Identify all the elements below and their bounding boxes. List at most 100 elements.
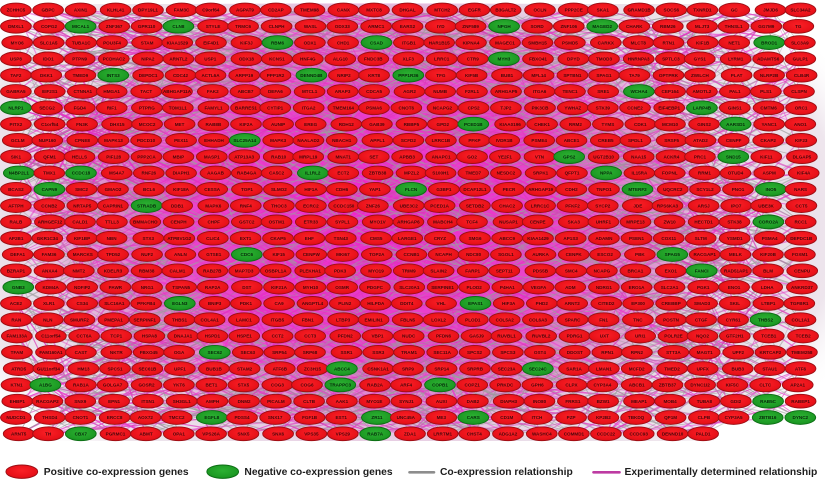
svg-text:SMC2: SMC2 (75, 187, 88, 192)
svg-text:Negative co-expression genes: Negative co-expression genes (244, 467, 392, 478)
svg-text:COL5A2: COL5A2 (496, 317, 515, 322)
svg-text:TMED7: TMED7 (466, 171, 482, 176)
svg-text:SMAD3: SMAD3 (694, 301, 711, 306)
svg-text:DEFA1: DEFA1 (10, 252, 25, 257)
svg-text:LRRC1B: LRRC1B (432, 138, 451, 143)
svg-text:GRAMD1B: GRAMD1B (627, 8, 651, 13)
svg-text:KIF11: KIF11 (760, 154, 773, 159)
svg-text:ARF4: ARF4 (400, 383, 412, 388)
svg-text:CHARK: CHARK (626, 24, 643, 29)
svg-text:SEC62: SEC62 (208, 350, 223, 355)
svg-text:CD2AP: CD2AP (268, 8, 284, 13)
svg-text:TOM1L1: TOM1L1 (169, 106, 187, 111)
svg-text:PECR: PECR (503, 187, 516, 192)
svg-text:IL15RA: IL15RA (631, 171, 648, 176)
svg-text:DNM2: DNM2 (238, 399, 251, 404)
svg-text:P4HA1: P4HA1 (500, 285, 515, 290)
svg-text:RACGAP1: RACGAP1 (693, 252, 716, 257)
svg-text:ZNF367: ZNF367 (106, 24, 123, 29)
svg-text:ERO1A: ERO1A (629, 285, 646, 290)
svg-text:LAMC1: LAMC1 (236, 317, 252, 322)
svg-text:MAPK13: MAPK13 (104, 138, 123, 143)
svg-text:SLC2A1: SLC2A1 (661, 285, 679, 290)
svg-text:MYH10: MYH10 (303, 285, 319, 290)
svg-text:NRIP2: NRIP2 (337, 73, 351, 78)
svg-text:QFM1: QFM1 (43, 154, 56, 159)
svg-text:RDH12: RDH12 (339, 122, 355, 127)
svg-text:IPO7: IPO7 (731, 203, 742, 208)
svg-text:EPN1: EPN1 (108, 399, 120, 404)
svg-text:CYTIP1: CYTIP1 (267, 106, 284, 111)
svg-text:LTBP3: LTBP3 (336, 317, 351, 322)
svg-text:HSPE1: HSPE1 (237, 334, 253, 339)
svg-text:RAB8B: RAB8B (205, 122, 222, 127)
svg-text:PPP1R36: PPP1R36 (398, 73, 419, 78)
svg-text:DPY19L1: DPY19L1 (138, 8, 158, 13)
svg-text:MABCH4: MABCH4 (433, 220, 453, 225)
svg-text:DDB1: DDB1 (171, 203, 184, 208)
svg-text:CHST4: CHST4 (467, 432, 483, 437)
svg-text:FN1: FN1 (599, 317, 608, 322)
svg-text:POSTN: POSTN (663, 317, 680, 322)
svg-text:CLN8: CLN8 (172, 24, 184, 29)
svg-text:TMCC2: TMCC2 (169, 415, 185, 420)
svg-text:RRM2: RRM2 (569, 122, 582, 127)
svg-text:RNF26: RNF26 (142, 171, 157, 176)
svg-text:PCDHAC2: PCDHAC2 (103, 57, 126, 62)
svg-text:PSEN1: PSEN1 (629, 236, 645, 241)
svg-text:GO2: GO2 (467, 154, 477, 159)
svg-text:CTNNA1: CTNNA1 (73, 89, 92, 94)
svg-text:CDH6: CDH6 (336, 187, 349, 192)
svg-text:CCT3: CCT3 (304, 334, 316, 339)
svg-text:POLR2E: POLR2E (664, 334, 682, 339)
svg-text:MRPE13: MRPE13 (626, 220, 645, 225)
svg-text:SPTLC3: SPTLC3 (662, 57, 680, 62)
svg-text:PDRG1: PDRG1 (567, 334, 583, 339)
svg-text:ABCC9: ABCC9 (499, 236, 515, 241)
svg-text:SET: SET (369, 154, 378, 159)
svg-text:DIAPH3: DIAPH3 (500, 399, 517, 404)
svg-text:PPP2CE: PPP2CE (565, 8, 583, 13)
svg-text:CPNE8: CPNE8 (75, 138, 91, 143)
svg-text:STYLE: STYLE (206, 24, 221, 29)
svg-text:ETR33: ETR33 (304, 220, 319, 225)
svg-text:RAB1A: RAB1A (73, 383, 90, 388)
svg-text:SPTBN1: SPTBN1 (563, 73, 582, 78)
svg-text:ATF6B: ATF6B (273, 366, 288, 371)
svg-text:TRIM9: TRIM9 (402, 269, 416, 274)
svg-text:LARP4B: LARP4B (693, 106, 712, 111)
svg-text:FBN1: FBN1 (302, 317, 314, 322)
svg-text:ATRD5: ATRD5 (11, 366, 26, 371)
svg-text:OSBPL1A: OSBPL1A (265, 269, 287, 274)
svg-text:COPZ1: COPZ1 (465, 383, 481, 388)
svg-text:HILPDA: HILPDA (367, 301, 385, 306)
svg-text:RAB27B: RAB27B (203, 269, 222, 274)
svg-text:MET: MET (175, 122, 185, 127)
svg-text:NCAPG: NCAPG (594, 269, 611, 274)
svg-text:TMED9: TMED9 (73, 73, 89, 78)
svg-text:SCY1L2: SCY1L2 (696, 187, 714, 192)
svg-text:ANGPTL4: ANGPTL4 (302, 301, 324, 306)
svg-text:USP1: USP1 (204, 57, 216, 62)
svg-text:ITGA6: ITGA6 (533, 89, 547, 94)
svg-text:DHX15: DHX15 (110, 122, 125, 127)
svg-text:ABCB1: ABCB1 (629, 383, 645, 388)
svg-text:DNAJA1: DNAJA1 (174, 334, 193, 339)
svg-text:EHHADH: EHHADH (204, 138, 224, 143)
svg-text:AXIN1: AXIN1 (74, 8, 88, 13)
svg-text:STAM2: STAM2 (237, 366, 253, 371)
svg-text:DHGAL: DHGAL (399, 8, 416, 13)
svg-text:GTF2H1: GTF2H1 (726, 334, 744, 339)
svg-text:ZCHHC5: ZCHHC5 (7, 8, 26, 13)
svg-text:STK38: STK38 (727, 220, 742, 225)
svg-text:PLOD2: PLOD2 (467, 285, 483, 290)
svg-text:MAPK6: MAPK6 (205, 203, 222, 208)
svg-text:SIK1: SIK1 (11, 154, 22, 159)
svg-text:PDCD10: PDCD10 (137, 138, 156, 143)
svg-text:TMX1: TMX1 (43, 171, 56, 176)
svg-text:ODX1: ODX1 (304, 40, 317, 45)
svg-text:MCM10: MCM10 (662, 122, 679, 127)
svg-text:CLSPN: CLSPN (791, 89, 807, 94)
svg-text:SRE1: SRE1 (597, 89, 609, 94)
svg-text:EP300: EP300 (631, 301, 645, 306)
